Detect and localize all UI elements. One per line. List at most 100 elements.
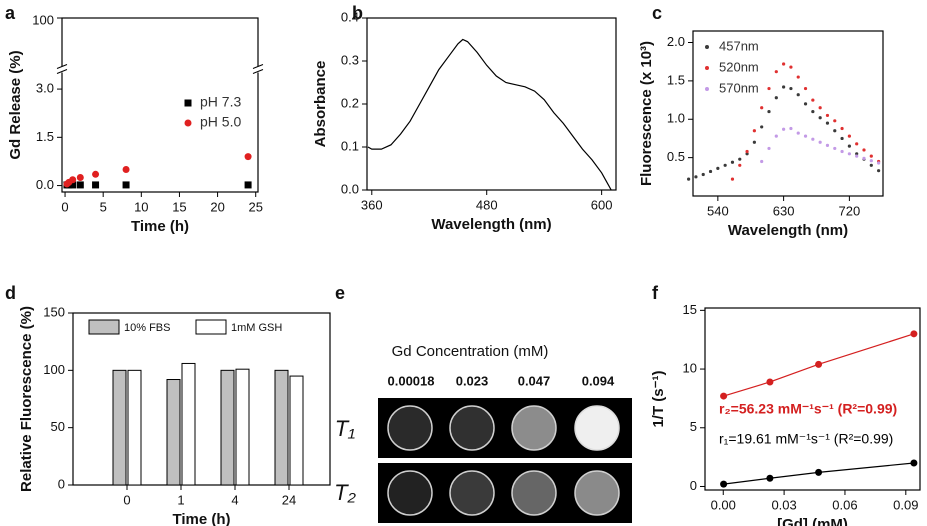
marker bbox=[825, 143, 830, 147]
bar bbox=[289, 375, 304, 486]
plot-frame bbox=[61, 17, 259, 193]
marker bbox=[862, 148, 866, 152]
marker bbox=[815, 468, 823, 476]
x-tick-label: 24 bbox=[282, 492, 296, 507]
legend-label: pH 7.3 bbox=[200, 94, 241, 110]
axis-break bbox=[56, 69, 68, 74]
y-axis-label: Fluorescence (x 10³) bbox=[638, 41, 655, 186]
x-tick-label: 0.09 bbox=[893, 497, 918, 512]
marker bbox=[69, 176, 77, 184]
marker bbox=[811, 137, 815, 141]
marker bbox=[69, 181, 77, 189]
annotation: r₁=19.61 mM⁻¹s⁻¹ (R²=0.99) bbox=[719, 431, 893, 447]
column-label: 0.094 bbox=[582, 373, 615, 388]
marker bbox=[796, 93, 800, 97]
marker bbox=[774, 134, 778, 138]
x-tick-label: 600 bbox=[591, 197, 613, 212]
marker bbox=[720, 392, 728, 400]
marker bbox=[716, 166, 720, 170]
x-tick-label: 1 bbox=[177, 492, 184, 507]
y-tick-label: 100 bbox=[43, 362, 65, 377]
marker bbox=[840, 126, 844, 131]
panel-label: b bbox=[352, 3, 363, 23]
legend-label: 570nm bbox=[719, 80, 759, 95]
x-tick-label: 0 bbox=[61, 199, 68, 214]
x-axis-label: Wavelength (nm) bbox=[728, 222, 848, 239]
y-tick-label: 0.1 bbox=[341, 138, 359, 153]
x-tick-label: 540 bbox=[707, 203, 729, 218]
bar bbox=[220, 369, 235, 486]
marker bbox=[760, 125, 764, 129]
mri-well bbox=[449, 470, 495, 516]
y-tick-label: 2.0 bbox=[667, 34, 685, 49]
marker bbox=[782, 85, 786, 89]
marker bbox=[694, 175, 698, 179]
marker bbox=[847, 144, 851, 148]
column-label: 0.023 bbox=[456, 373, 489, 388]
marker bbox=[720, 480, 728, 488]
marker bbox=[738, 163, 742, 167]
y-tick-label: 15 bbox=[683, 302, 697, 317]
marker bbox=[760, 159, 764, 164]
plot-frame bbox=[366, 17, 617, 191]
axis-break bbox=[56, 64, 68, 69]
y-tick-label: 0.4 bbox=[341, 9, 359, 24]
x-tick-label: 0.03 bbox=[771, 497, 796, 512]
marker bbox=[818, 116, 822, 120]
marker bbox=[76, 181, 84, 189]
marker bbox=[708, 169, 713, 174]
marker bbox=[767, 86, 771, 91]
legend-label: pH 5.0 bbox=[200, 114, 241, 130]
bar bbox=[127, 369, 142, 486]
x-tick-label: 0.00 bbox=[711, 497, 736, 512]
spectrum-line bbox=[367, 38, 612, 191]
mri-well bbox=[511, 470, 557, 516]
marker bbox=[855, 142, 859, 146]
x-tick-label: 15 bbox=[172, 199, 186, 214]
legend-label: 520nm bbox=[719, 59, 759, 74]
x-tick-label: 20 bbox=[210, 199, 224, 214]
x-axis-label: Wavelength (nm) bbox=[431, 216, 551, 233]
marker bbox=[815, 360, 823, 368]
legend-marker bbox=[184, 99, 192, 107]
mri-well bbox=[387, 405, 433, 451]
legend-marker bbox=[705, 66, 709, 70]
marker bbox=[796, 75, 800, 79]
panel-e-title: Gd Concentration (mM) bbox=[392, 343, 549, 360]
x-tick-label: 720 bbox=[839, 203, 861, 218]
legend-label: 10% FBS bbox=[124, 322, 170, 334]
marker bbox=[803, 134, 808, 138]
x-axis-label: Time (h) bbox=[172, 511, 230, 526]
marker bbox=[825, 121, 830, 125]
marker bbox=[687, 177, 691, 181]
x-tick-label: 4 bbox=[231, 492, 238, 507]
panel-label: d bbox=[5, 283, 16, 303]
marker bbox=[738, 157, 742, 161]
bar bbox=[235, 368, 250, 486]
y-tick-label: 0.0 bbox=[341, 181, 359, 196]
mri-well bbox=[574, 470, 620, 516]
x-tick-label: 630 bbox=[773, 203, 795, 218]
marker bbox=[122, 165, 130, 173]
marker bbox=[244, 153, 252, 161]
marker bbox=[782, 127, 786, 131]
marker bbox=[752, 140, 756, 144]
y-tick-label: 5 bbox=[690, 419, 697, 434]
row-label: T₁ bbox=[335, 416, 355, 441]
panel-e: Gd Concentration (mM) 0.00018 0.023 0.04… bbox=[334, 343, 632, 523]
y-axis-label: Gd Release (%) bbox=[7, 50, 24, 159]
marker bbox=[847, 152, 851, 156]
fit-line bbox=[723, 462, 914, 485]
marker bbox=[833, 129, 837, 133]
mri-well bbox=[449, 405, 495, 451]
marker bbox=[766, 474, 774, 482]
y-tick-label: 150 bbox=[43, 304, 65, 319]
marker bbox=[745, 149, 749, 154]
marker bbox=[855, 152, 859, 156]
plot-frame bbox=[72, 312, 331, 486]
x-tick-label: 25 bbox=[248, 199, 262, 214]
fit-line bbox=[723, 333, 915, 397]
legend-label: 457nm bbox=[719, 38, 759, 53]
marker bbox=[910, 330, 918, 338]
legend-marker bbox=[705, 45, 709, 49]
